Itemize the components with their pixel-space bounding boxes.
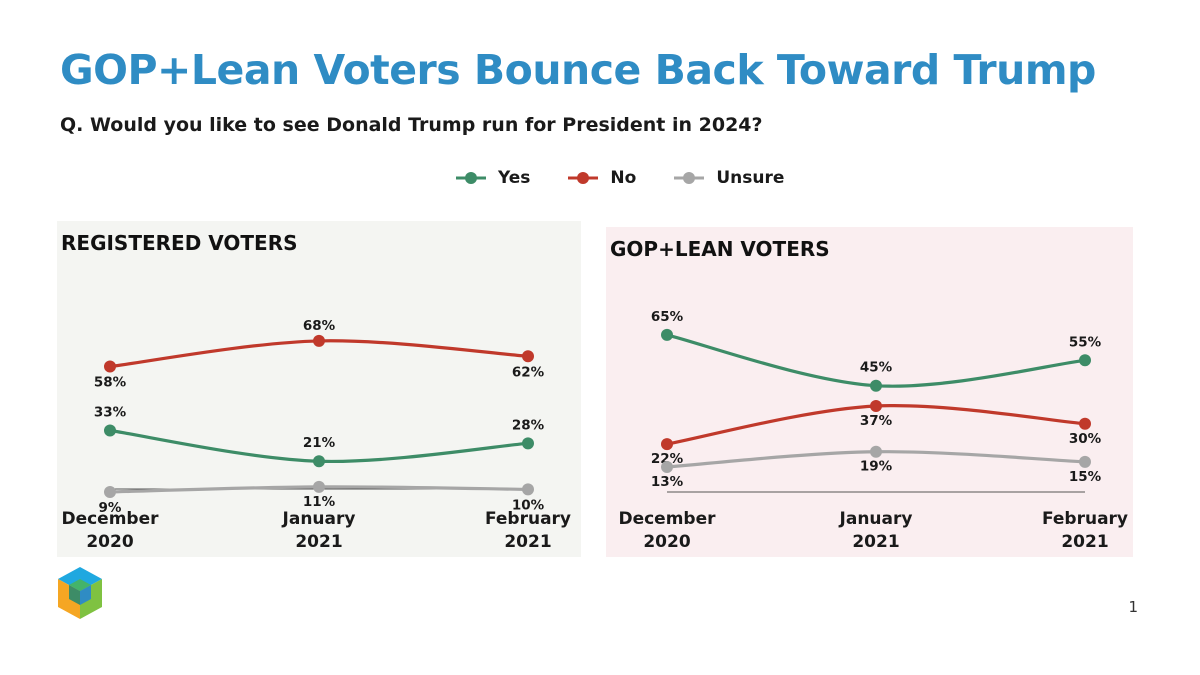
page-number: 1: [1128, 598, 1138, 616]
category-label-2-line1: February: [1042, 509, 1128, 529]
legend-marker-no: [568, 172, 599, 184]
data-label-unsure-0: 9%: [99, 500, 122, 516]
point-yes-0: [661, 328, 673, 341]
point-unsure-2: [1079, 455, 1091, 468]
data-label-unsure-0: 13%: [651, 474, 684, 490]
point-yes-2: [1079, 354, 1091, 367]
data-label-yes-2: 55%: [1069, 334, 1102, 350]
point-no-1: [313, 334, 325, 347]
category-label-2-line2: 2021: [504, 532, 551, 552]
gop-lean-voters-panel: GOP+LEAN VOTERS 65% 45% 55% 22% 37% 30% 13% 19%…: [606, 227, 1133, 557]
point-unsure-0: [104, 485, 116, 498]
data-label-yes-1: 45%: [860, 360, 893, 376]
gop-lean-voters-chart: 65% 45% 55% 22% 37% 30% 13% 19% 15% December 2020 J…: [618, 309, 1128, 552]
point-no-0: [661, 438, 673, 451]
legend-item-unsure: Unsure: [674, 168, 784, 188]
data-label-unsure-1: 19%: [860, 459, 893, 475]
company-logo: [58, 567, 102, 619]
point-yes-1: [313, 455, 325, 468]
data-label-yes-0: 33%: [94, 405, 127, 421]
legend-label-unsure: Unsure: [716, 168, 785, 188]
survey-question: Q. Would you like to see Donald Trump ru…: [60, 114, 763, 136]
point-no-0: [104, 360, 116, 373]
point-yes-0: [104, 424, 116, 437]
data-label-no-1: 37%: [860, 413, 893, 429]
category-label-1-line2: 2021: [852, 532, 899, 552]
registered-voters-panel: REGISTERED VOTERS 58% 68% 62% 33% 21% 28% 9% 11…: [57, 221, 581, 557]
legend-label-no: No: [610, 168, 637, 188]
legend-item-no: No: [568, 168, 636, 188]
chart-legend: Yes No Unsure: [456, 166, 784, 190]
legend-item-yes: Yes: [456, 168, 530, 188]
data-label-no-1: 68%: [303, 318, 336, 334]
data-label-yes-1: 21%: [303, 435, 336, 451]
point-unsure-2: [522, 483, 534, 496]
data-label-unsure-1: 11%: [303, 494, 336, 510]
point-yes-1: [870, 379, 882, 392]
point-unsure-1: [313, 480, 325, 493]
legend-label-yes: Yes: [498, 168, 531, 188]
data-label-yes-2: 28%: [512, 417, 545, 433]
point-no-2: [522, 350, 534, 363]
data-label-no-2: 30%: [1069, 431, 1102, 447]
data-label-no-0: 22%: [651, 451, 684, 467]
category-label-0-line1: December: [61, 509, 159, 529]
registered-voters-chart: 58% 68% 62% 33% 21% 28% 9% 11% 10% December 2020 Ja…: [61, 318, 571, 552]
category-label-0-line2: 2020: [643, 532, 690, 552]
legend-marker-yes: [456, 172, 486, 184]
category-label-2-line2: 2021: [1061, 532, 1108, 552]
category-label-1-line2: 2021: [295, 532, 342, 552]
category-label-1-line1: January: [839, 509, 913, 529]
point-no-2: [1079, 417, 1091, 430]
category-label-0-line1: December: [618, 509, 716, 529]
category-label-0-line2: 2020: [86, 532, 133, 552]
data-label-unsure-2: 10%: [512, 497, 545, 513]
gop-lean-voters-title: GOP+LEAN VOTERS: [610, 237, 830, 261]
data-label-yes-0: 65%: [651, 309, 684, 325]
page-title: GOP+Lean Voters Bounce Back Toward Trump: [60, 46, 1096, 94]
point-yes-2: [522, 437, 534, 450]
point-no-1: [870, 400, 882, 413]
registered-voters-title: REGISTERED VOTERS: [61, 231, 298, 255]
point-unsure-1: [870, 445, 882, 458]
legend-marker-unsure: [674, 172, 705, 184]
data-label-unsure-2: 15%: [1069, 469, 1102, 485]
category-label-1-line1: January: [282, 509, 356, 529]
category-label-2-line1: February: [485, 509, 571, 529]
data-label-no-0: 58%: [94, 375, 127, 391]
point-unsure-0: [661, 460, 673, 473]
data-label-no-2: 62%: [512, 364, 545, 380]
